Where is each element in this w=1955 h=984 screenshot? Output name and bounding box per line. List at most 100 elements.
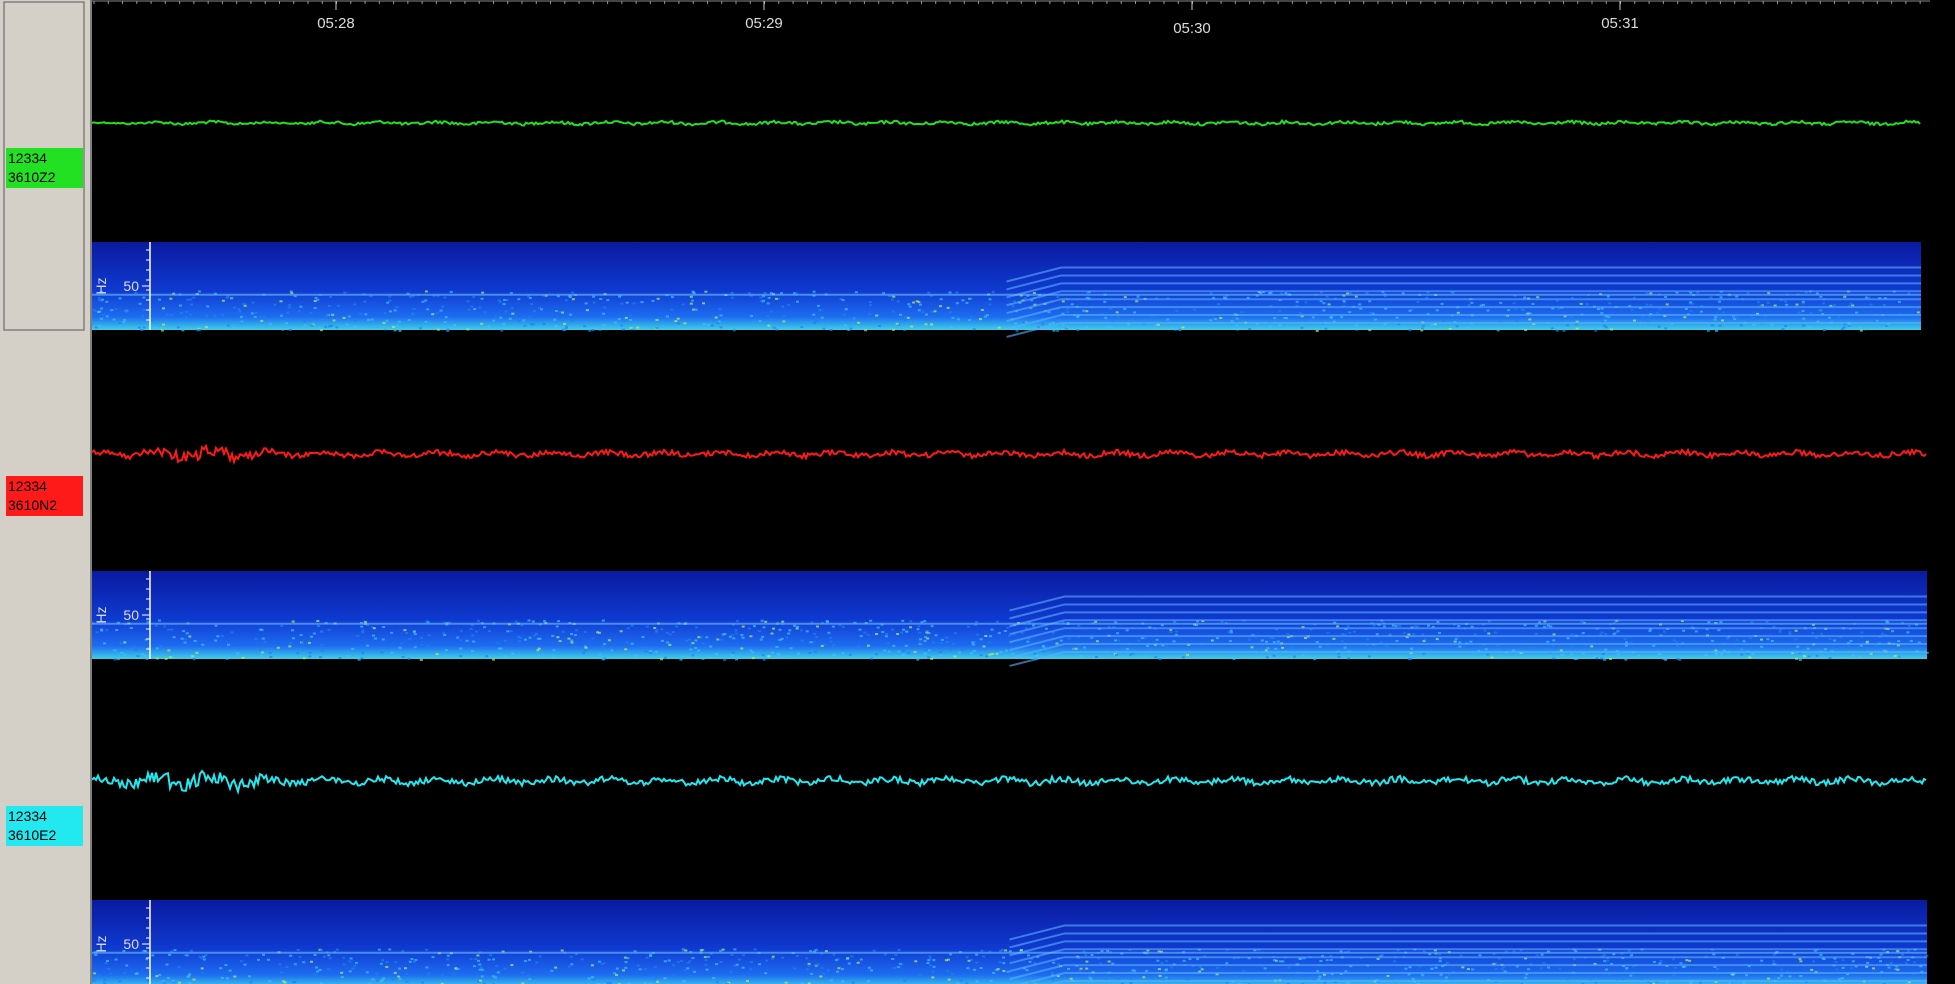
spectrogram-noise [554,310,558,312]
spectrogram-noise [1408,309,1412,312]
spectrogram-noise [1065,326,1069,329]
spectrogram-noise [1676,658,1680,660]
spectrogram-noise [905,630,909,633]
spectrogram-noise [172,292,176,295]
spectrogram-noise [263,641,267,644]
harmonic-line [1006,321,1921,338]
spectrogram-noise [601,658,605,661]
spectrogram-noise [1867,296,1871,299]
channel-component[interactable]: 3610E2 [8,827,56,843]
spectrogram-noise [291,620,295,623]
spectrogram-noise [774,297,778,300]
spectrogram-noise [1721,319,1724,322]
channel-label-bg[interactable] [6,476,83,516]
spectrogram-noise [412,313,415,316]
spectrogram-noise [1672,973,1676,976]
spectrogram-noise [543,620,546,623]
spectrogram-noise [1433,323,1437,326]
spectrogram-noise [144,638,148,641]
spectrogram-noise [1627,949,1631,952]
spectrogram-noise [844,324,847,327]
channel-label[interactable]: 12334 3610E2 [6,806,83,846]
spectrogram-noise [1150,977,1154,980]
spectrogram-noise [1717,300,1721,303]
spectrogram-noise [832,654,836,656]
spectrogram-noise [448,317,452,320]
spectrogram-noise [1662,630,1666,633]
spectrogram-noise [691,654,695,657]
harmonic-line [1048,979,1927,984]
spectrogram-noise [1048,322,1052,325]
spectrogram-noise [1051,631,1055,634]
spectrogram-noise [919,638,923,641]
spectrogram-noise [733,964,737,967]
spectrogram-noise [1760,645,1764,648]
spectrogram-noise [292,637,295,640]
spectrogram-noise [1828,637,1832,640]
spectrogram-noise [909,620,913,623]
spectrogram-noise [342,963,346,966]
spectrogram-noise [1340,633,1344,636]
spectrogram-noise [751,657,755,660]
channel-label-bg[interactable] [6,806,83,846]
spectrogram-noise [1339,950,1343,953]
spectrogram [92,900,1929,984]
channel-station[interactable]: 12334 [8,478,47,494]
channel-label[interactable]: 12334 3610Z2 [6,148,83,188]
spectrogram-noise [1085,296,1089,299]
spectrogram-noise [844,308,848,311]
spectrogram-noise [1348,292,1352,294]
spectrogram-noise [1193,308,1196,311]
spectrogram-noise [206,305,210,308]
spectrogram-noise [1552,657,1556,660]
spectrogram-noise [735,963,739,966]
channel-label[interactable]: 12334 3610N2 [6,476,83,516]
spectrogram-noise [1407,658,1411,661]
spectrogram-noise [1150,316,1154,319]
channel-component[interactable]: 3610Z2 [8,169,56,185]
spectrogram-noise [1027,318,1031,321]
spectrogram-noise [1366,638,1370,641]
spectrogram-noise [538,306,541,309]
spectrogram-noise [158,973,162,976]
spectrogram-noise [531,620,535,623]
harmonic-line [1006,290,1921,307]
spectrogram-noise [153,327,156,330]
channel-station[interactable]: 12334 [8,150,47,166]
channel-label-bg[interactable] [6,148,83,188]
spectrogram-noise [1052,329,1056,332]
spectrogram-noise [789,647,793,650]
spectrogram-noise [1402,631,1406,634]
spectrogram-noise [171,979,175,982]
spectrogram-noise [381,959,385,962]
spectrogram-noise [122,950,126,952]
spectrogram-noise [810,621,814,624]
spectrogram-noise [155,657,159,660]
spectrogram-noise [313,307,317,310]
spectrogram-noise [1864,327,1868,330]
spectrogram-noise [1435,309,1439,312]
spectrogram-noise [918,643,922,646]
spectrogram-noise [1141,637,1145,640]
spectrogram-noise [1885,324,1889,327]
spectrogram-noise [1285,327,1289,330]
spectrogram-noise [1803,655,1806,658]
spectrogram-noise [729,647,732,650]
spectrogram-noise [904,316,907,319]
spectrogram-noise [290,292,294,295]
spectrogram-noise [1740,653,1744,656]
spectrogram-noise [1156,323,1160,326]
spectrogram-noise [129,627,133,629]
channel-station[interactable]: 12334 [8,808,47,824]
spectrogram-noise [980,309,984,311]
spectrogram-noise [1070,303,1074,306]
spectrogram-noise [1859,329,1863,332]
spectrogram-noise [1585,303,1589,306]
spectrogram-noise [296,652,300,655]
spectrogram-noise [661,639,664,642]
channel-component[interactable]: 3610N2 [8,497,57,513]
spectrogram-noise [1020,632,1024,634]
spectrogram-noise [923,620,927,623]
spectrogram-noise [92,976,96,979]
